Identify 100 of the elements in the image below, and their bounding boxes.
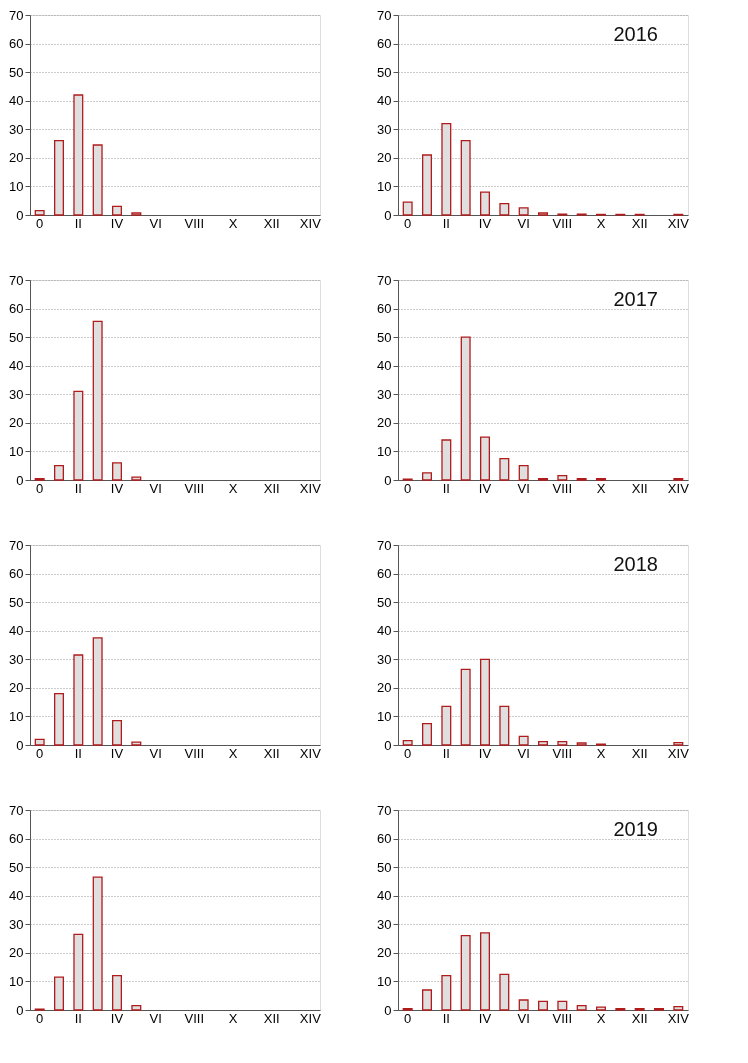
- bar: [131, 476, 142, 481]
- y-tick-label: 50: [9, 64, 24, 80]
- y-tick-label: 50: [9, 859, 24, 875]
- bar: [538, 212, 548, 216]
- bar: [422, 472, 432, 481]
- x-tick-label: X: [228, 745, 238, 761]
- x-tick-label: XIV: [667, 1010, 690, 1026]
- chart-title: 2018: [613, 553, 658, 575]
- y-tick-label: 50: [9, 594, 24, 610]
- x-tick-label: X: [228, 1010, 238, 1026]
- x-tick-label: XII: [631, 215, 648, 231]
- x-tick-label: XIV: [667, 480, 690, 496]
- y-tick-label: 50: [377, 594, 392, 610]
- bar: [112, 205, 122, 216]
- bar: [557, 740, 568, 746]
- y-tick-label: 10: [9, 973, 24, 989]
- y-tick-label: 70: [377, 272, 392, 288]
- bar: [131, 1005, 142, 1011]
- y-tick-label: 60: [377, 831, 392, 847]
- bar: [54, 976, 64, 1011]
- x-tick-label: X: [596, 745, 606, 761]
- x-tick-label: 0: [36, 1010, 44, 1026]
- y-tick-label: 10: [377, 178, 392, 194]
- y-tick-label: 70: [377, 537, 392, 553]
- y-tick-label: 30: [9, 916, 24, 932]
- bar: [480, 658, 490, 746]
- bar: [499, 973, 510, 1011]
- bar: [422, 989, 432, 1011]
- y-tick-label: 60: [377, 36, 392, 52]
- x-tick-label: VIII: [552, 1010, 573, 1026]
- x-tick-label: 0: [36, 480, 44, 496]
- x-tick-label: VI: [517, 215, 530, 231]
- y-tick-label: 60: [9, 36, 24, 52]
- bar: [460, 140, 471, 216]
- bar: [441, 439, 452, 481]
- x-tick-label: XII: [631, 745, 648, 761]
- bar: [112, 975, 122, 1011]
- x-tick-label: IV: [478, 1010, 492, 1026]
- bar: [441, 975, 452, 1011]
- bar: [131, 741, 142, 746]
- bar: [538, 1000, 548, 1011]
- chart-title: 2016: [613, 23, 658, 45]
- x-tick-label: VI: [517, 1010, 530, 1026]
- bar: [92, 637, 103, 746]
- bar: [402, 740, 413, 746]
- bar: [480, 191, 490, 216]
- x-tick-label: XIV: [299, 745, 322, 761]
- x-tick-label: VIII: [184, 480, 205, 496]
- bar: [480, 932, 490, 1011]
- y-tick-label: 50: [377, 329, 392, 345]
- bar: [73, 933, 84, 1011]
- y-tick-label: 60: [9, 566, 24, 582]
- bar: [131, 212, 142, 216]
- x-tick-label: VI: [517, 480, 530, 496]
- y-tick-label: 50: [9, 329, 24, 345]
- x-tick-label: IV: [478, 480, 492, 496]
- x-tick-label: IV: [110, 480, 124, 496]
- x-tick-label: II: [74, 745, 82, 761]
- x-tick-label: 0: [404, 480, 412, 496]
- x-tick-label: X: [228, 215, 238, 231]
- x-tick-label: X: [228, 480, 238, 496]
- x-tick-label: II: [442, 745, 450, 761]
- y-tick-label: 10: [377, 973, 392, 989]
- bar: [54, 692, 64, 746]
- y-tick-label: 70: [9, 802, 24, 818]
- bar: [596, 1006, 606, 1011]
- y-tick-label: 60: [377, 301, 392, 317]
- bar: [402, 201, 413, 216]
- bar: [34, 210, 45, 216]
- x-tick-label: VI: [149, 745, 162, 761]
- x-tick-label: 0: [36, 745, 44, 761]
- y-tick-label: 30: [377, 651, 392, 667]
- x-tick-label: XIV: [299, 480, 322, 496]
- bar: [460, 336, 471, 481]
- x-tick-label: VI: [149, 1010, 162, 1026]
- y-tick-label: 10: [377, 443, 392, 459]
- bar: [54, 140, 64, 216]
- bar: [576, 742, 587, 746]
- x-tick-label: XII: [263, 480, 280, 496]
- y-tick-label: 30: [9, 386, 24, 402]
- x-tick-label: II: [74, 215, 82, 231]
- y-tick-label: 20: [9, 680, 24, 696]
- x-tick-label: 0: [404, 745, 412, 761]
- y-tick-label: 60: [9, 831, 24, 847]
- bar: [441, 122, 452, 216]
- x-tick-label: XIV: [667, 215, 690, 231]
- x-tick-label: XII: [631, 1010, 648, 1026]
- bar: [673, 1005, 684, 1011]
- x-tick-label: XII: [263, 215, 280, 231]
- y-tick-label: 70: [9, 272, 24, 288]
- bar: [518, 999, 529, 1011]
- x-tick-label: XIV: [667, 745, 690, 761]
- y-tick-label: 50: [377, 64, 392, 80]
- bar: [460, 668, 471, 746]
- y-tick-label: 20: [9, 415, 24, 431]
- y-tick-label: 50: [377, 859, 392, 875]
- y-tick-label: 20: [377, 415, 392, 431]
- x-tick-label: X: [596, 215, 606, 231]
- y-tick-label: 30: [377, 121, 392, 137]
- y-tick-label: 10: [9, 708, 24, 724]
